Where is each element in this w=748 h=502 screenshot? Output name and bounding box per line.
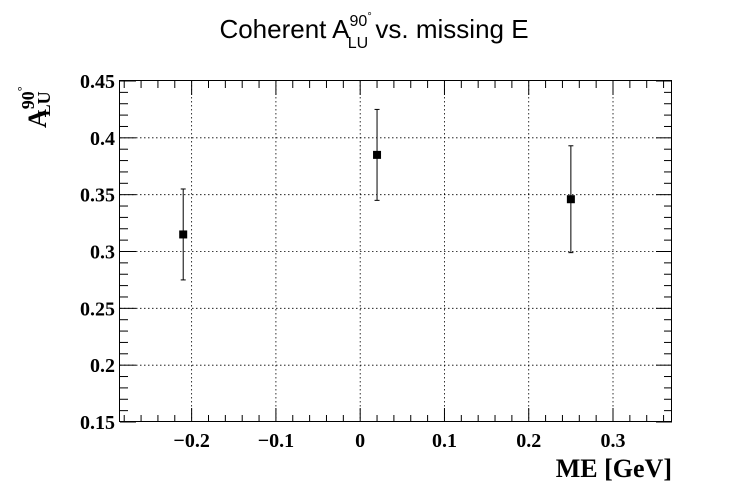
y-tick-label: 0.3: [90, 242, 115, 264]
chart-title-suffix: vs. missing E: [368, 14, 528, 44]
chart-title-degree: °: [367, 11, 371, 23]
data-points: [179, 108, 575, 281]
x-tick-label: 0.2: [516, 430, 541, 452]
data-point: [373, 150, 382, 159]
grid-layer: [120, 81, 672, 422]
y-tick-labels: 0.15 0.2 0.25 0.3 0.35 0.4 0.45: [80, 71, 115, 434]
x-tick-labels: −0.2 −0.1 0 0.1 0.2 0.3: [173, 430, 625, 452]
y-axis-title: A90° LU: [15, 86, 54, 128]
x-tick-label: 0.1: [432, 430, 457, 452]
y-tick-label: 0.25: [80, 298, 115, 320]
y-tick-label: 0.35: [80, 185, 115, 207]
x-tick-label: −0.2: [173, 430, 209, 452]
chart-title-superscript: 90: [350, 13, 368, 30]
chart-title-prefix: Coherent A: [219, 14, 350, 44]
chart-title: Coherent A90° LU vs. missing E: [219, 11, 528, 52]
x-tick-label: −0.1: [258, 430, 294, 452]
data-point: [179, 230, 188, 239]
y-tick-label: 0.4: [90, 128, 115, 150]
y-axis-title-degree: °: [15, 86, 29, 91]
y-tick-label: 0.2: [90, 355, 115, 377]
x-tick-label: 0: [355, 430, 365, 452]
data-point: [566, 195, 575, 204]
y-axis-title-main: A: [23, 109, 52, 128]
plot-frame: [119, 80, 672, 422]
y-tick-label: 0.15: [80, 412, 115, 434]
x-tick-label: 0.3: [601, 430, 626, 452]
x-axis-title: ME [GeV]: [556, 454, 672, 483]
y-axis-title-subscript: LU: [34, 91, 54, 116]
y-axis-title-superscript: 90: [18, 91, 38, 109]
chart-title-subscript: LU: [348, 35, 368, 52]
tick-layer: [120, 80, 672, 423]
y-tick-label: 0.45: [80, 71, 115, 93]
